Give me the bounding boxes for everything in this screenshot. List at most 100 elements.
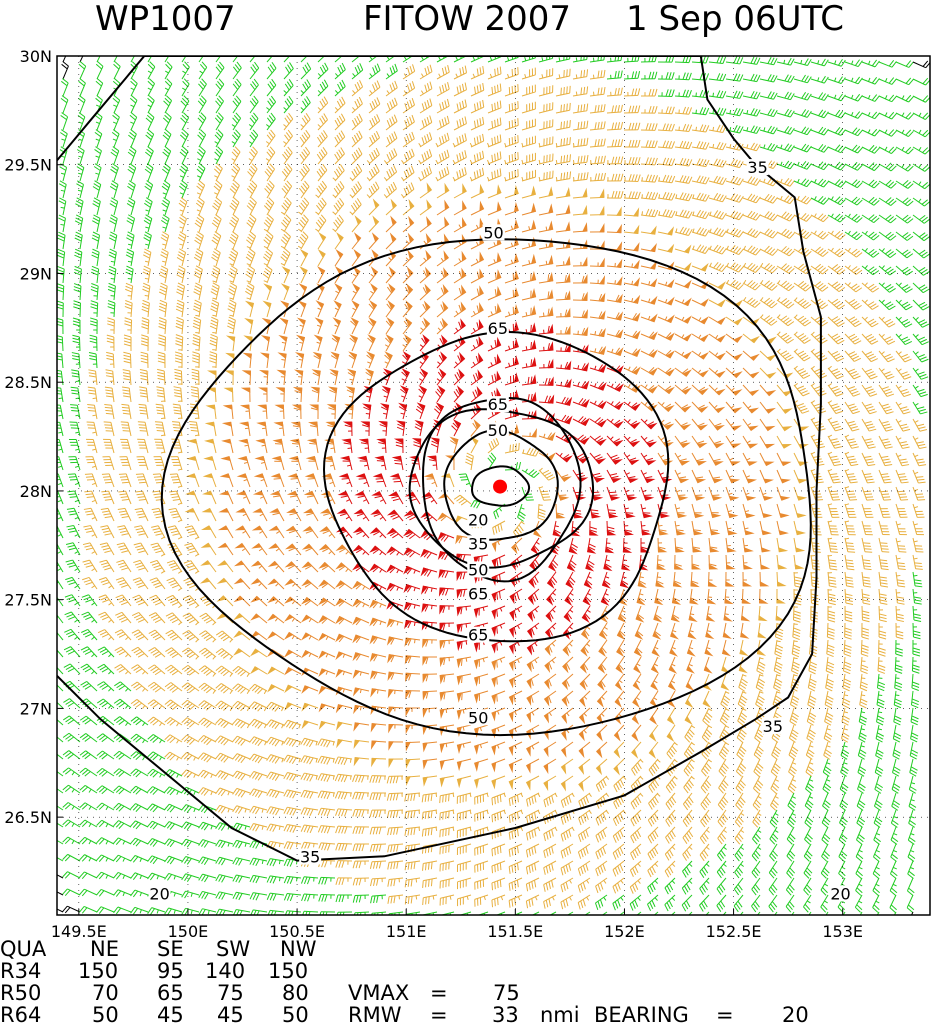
wind-barb: [351, 80, 364, 97]
wind-barb: [216, 595, 234, 607]
wind-barb: [138, 403, 149, 420]
wind-barb: [725, 90, 744, 99]
wind-barb: [776, 486, 791, 501]
wind-barb: [371, 911, 387, 915]
wind-barb: [283, 719, 302, 730]
wind-barb: [435, 166, 450, 182]
wind-barb: [538, 136, 554, 148]
wind-barb: [198, 700, 217, 711]
wind-barb: [793, 365, 811, 379]
wind-barb: [62, 888, 81, 896]
wind-barb: [78, 78, 86, 97]
wind-barb: [739, 911, 744, 915]
wind-barb: [776, 401, 793, 414]
wind-barb: [647, 894, 659, 912]
wind-barb: [79, 888, 98, 897]
wind-barb: [104, 403, 115, 420]
wind-barb: [725, 158, 744, 169]
wind-barb: [674, 469, 690, 484]
radii-header-se: SE: [157, 937, 184, 961]
wind-barb: [543, 775, 557, 792]
wind-barb: [691, 537, 703, 553]
wind-barb: [895, 231, 914, 241]
wind-barb: [243, 335, 253, 352]
wind-barb: [474, 792, 489, 805]
wind-barb: [623, 366, 641, 375]
wind-barb: [844, 434, 859, 449]
wind-barb: [521, 219, 537, 233]
wind-barb: [369, 792, 387, 801]
wind-barb: [62, 836, 81, 845]
wind-barb: [708, 192, 727, 203]
wind-barb: [369, 635, 387, 645]
wind-barb: [470, 200, 485, 216]
wind-barb: [912, 452, 927, 467]
wind-barb: [435, 385, 446, 403]
wind-barb: [623, 224, 640, 234]
wind-barb: [759, 143, 778, 152]
wind-barb: [700, 792, 711, 811]
wind-barb: [419, 283, 431, 301]
wind-barb: [623, 191, 641, 200]
wind-barb: [368, 130, 380, 148]
wind-barb: [166, 560, 183, 574]
wind-barb: [456, 656, 472, 669]
wind-barb: [810, 348, 828, 362]
wind-barb: [439, 792, 455, 804]
wind-barb: [621, 554, 631, 571]
wind-barb: [861, 469, 875, 484]
wind-barb: [504, 118, 519, 131]
wind-barb: [793, 554, 805, 570]
wind-barb: [793, 228, 812, 240]
wind-barb: [137, 438, 149, 454]
wind-barb: [439, 622, 455, 633]
wind-barb: [332, 180, 345, 199]
wind-barb: [200, 560, 217, 573]
wind-barb: [878, 248, 897, 258]
wind-barb: [351, 266, 361, 284]
wind-barb: [543, 843, 557, 858]
wind-barb: [891, 792, 900, 811]
wind-barb: [844, 537, 856, 553]
wind-barb: [130, 889, 149, 898]
wind-barb: [193, 282, 203, 301]
wind-barb: [149, 577, 166, 590]
wind-barb: [317, 615, 336, 624]
wind-barb: [657, 278, 675, 288]
wind-barb: [292, 387, 303, 403]
wind-barb: [821, 843, 830, 862]
wind-barb: [473, 673, 489, 687]
wind-barb: [491, 605, 506, 620]
wind-barb: [206, 387, 217, 403]
wind-barb: [508, 860, 523, 874]
wind-barb: [648, 792, 661, 810]
wind-barb: [62, 784, 81, 794]
wind-barb: [491, 809, 506, 823]
wind-barb: [487, 134, 502, 148]
wind-barb: [528, 571, 540, 589]
wind-barb: [487, 66, 502, 80]
wind-barb: [284, 702, 302, 711]
wind-barb: [387, 894, 404, 904]
wind-barb: [233, 613, 251, 624]
wind-barb: [319, 911, 336, 915]
wind-barb: [385, 198, 397, 216]
wind-barb: [912, 214, 930, 224]
wind-barb: [895, 605, 905, 623]
wind-barb: [878, 316, 896, 328]
wind-barb: [175, 334, 184, 352]
wind-barb: [674, 244, 692, 254]
wind-barb: [298, 197, 310, 216]
wind-barb: [725, 520, 738, 536]
wind-barb: [266, 719, 285, 730]
wind-barb: [283, 737, 302, 747]
wind-barb: [827, 281, 846, 293]
wind-barb: [861, 230, 880, 241]
wind-barb: [401, 165, 415, 182]
wind-barb: [197, 112, 207, 131]
wind-barb: [125, 265, 134, 284]
wind-barb: [181, 61, 190, 80]
wind-barb: [555, 68, 571, 80]
wind-barb: [318, 579, 336, 590]
wind-barb: [647, 843, 659, 861]
